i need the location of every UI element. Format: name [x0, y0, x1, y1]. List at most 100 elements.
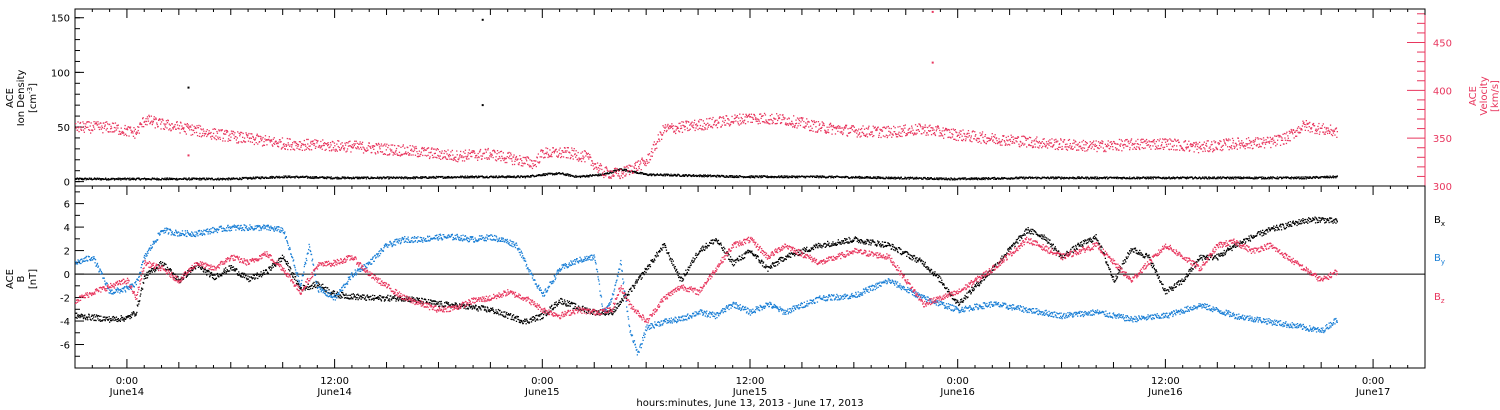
velocity-point [1147, 144, 1150, 146]
density-point [269, 176, 271, 178]
velocity-point [89, 125, 91, 127]
velocity-point [736, 116, 738, 118]
density-point [573, 175, 575, 177]
density-point [1325, 176, 1327, 179]
density-point [175, 179, 177, 181]
velocity-point [560, 153, 562, 155]
velocity-point [145, 120, 148, 123]
velocity-point [747, 121, 749, 123]
density-point [1084, 177, 1087, 179]
density-point [464, 175, 466, 177]
velocity-point [957, 139, 959, 142]
velocity-point [778, 116, 780, 119]
density-point [634, 170, 636, 172]
velocity-point [378, 144, 380, 146]
velocity-point [1097, 141, 1100, 143]
density-point [890, 176, 892, 178]
velocity-point [383, 144, 385, 146]
density-point [835, 176, 837, 178]
density-point [749, 177, 752, 179]
velocity-point [868, 125, 870, 127]
density-point [468, 177, 471, 179]
density-point [1125, 177, 1128, 179]
density-point [612, 171, 614, 174]
velocity-point [978, 138, 980, 140]
velocity-point [557, 156, 559, 158]
velocity-point [836, 126, 838, 128]
velocity-point [395, 149, 397, 152]
velocity-point [476, 154, 478, 157]
density-point [729, 176, 732, 178]
velocity-point [993, 135, 995, 138]
velocity-point [152, 122, 154, 124]
density-point [916, 176, 918, 178]
velocity-point [394, 144, 396, 147]
velocity-point [539, 161, 541, 163]
density-point [207, 178, 209, 180]
density-point [1094, 178, 1096, 180]
velocity-point [256, 134, 258, 137]
density-point [1212, 177, 1214, 180]
density-point [815, 176, 817, 178]
velocity-point [634, 164, 636, 166]
velocity-point [183, 130, 185, 132]
velocity-point [1136, 146, 1138, 148]
velocity-point [350, 151, 352, 153]
velocity-point [912, 129, 914, 131]
velocity-point [293, 148, 295, 150]
velocity-point [634, 163, 636, 165]
density-point [543, 173, 545, 175]
velocity-point [1262, 137, 1265, 139]
velocity-point [882, 126, 884, 129]
velocity-point [534, 164, 536, 166]
velocity-point [895, 136, 898, 138]
density-point [325, 178, 328, 180]
velocity-point [578, 159, 581, 161]
density-point [1257, 177, 1260, 179]
density-point [110, 178, 112, 181]
velocity-point [420, 151, 422, 153]
velocity-point [1216, 148, 1219, 151]
velocity-point [116, 124, 119, 127]
velocity-point [355, 140, 357, 142]
density-point [383, 176, 385, 178]
density-point [664, 175, 666, 177]
density-point [642, 172, 644, 174]
density-point [618, 169, 621, 171]
density-point [1168, 176, 1170, 178]
velocity-point [1239, 142, 1241, 144]
velocity-point [975, 134, 977, 136]
density-point [1136, 176, 1138, 178]
velocity-point [1060, 139, 1062, 141]
density-point [294, 177, 296, 179]
density-point [668, 174, 670, 176]
velocity-point [372, 145, 374, 147]
density-point [1235, 178, 1237, 180]
velocity-point [986, 140, 988, 143]
density-point [1024, 178, 1026, 180]
velocity-point [644, 161, 646, 163]
velocity-point [119, 131, 121, 133]
velocity-point [446, 158, 449, 160]
density-point [1285, 177, 1287, 179]
density-point [963, 178, 965, 180]
velocity-point [805, 122, 807, 124]
velocity-point [800, 121, 802, 123]
velocity-point [1107, 140, 1109, 142]
velocity-point [955, 139, 957, 141]
velocity-point [940, 132, 942, 135]
velocity-point [1109, 141, 1111, 144]
density-point [1141, 177, 1143, 179]
velocity-point [345, 142, 348, 144]
velocity-point [1093, 148, 1095, 150]
velocity-point [285, 145, 287, 147]
velocity-point [672, 128, 674, 130]
velocity-point [954, 129, 956, 131]
density-point [569, 175, 572, 177]
velocity-point [1172, 140, 1174, 142]
velocity-point [537, 153, 539, 155]
velocity-point [485, 151, 487, 153]
velocity-point [247, 134, 249, 136]
velocity-point [1292, 129, 1294, 131]
velocity-point [857, 130, 859, 132]
